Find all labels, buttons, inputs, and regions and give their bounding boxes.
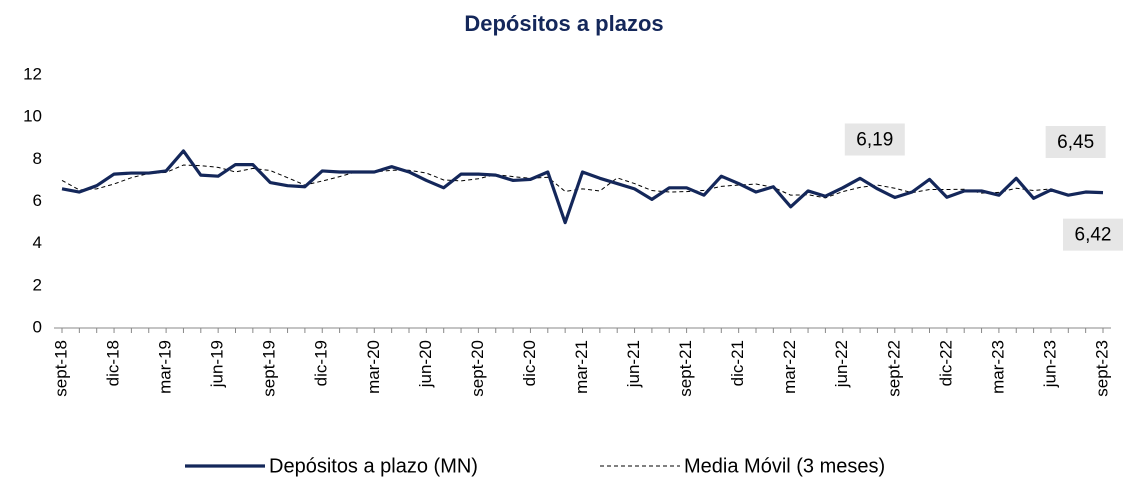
- x-tick-label: mar-20: [364, 340, 383, 394]
- value-label: 6,45: [1057, 132, 1094, 153]
- y-tick-label: 12: [23, 64, 42, 83]
- legend-label: Media Móvil (3 meses): [684, 455, 885, 477]
- y-tick-label: 8: [33, 149, 42, 168]
- x-tick-label: jun-21: [624, 340, 643, 388]
- series-line: [61, 164, 1104, 199]
- x-tick-label: sept-21: [676, 340, 695, 397]
- x-tick-label: jun-20: [416, 340, 435, 388]
- y-tick-label: 10: [23, 107, 42, 126]
- x-tick-label: jun-22: [832, 340, 851, 388]
- value-label-box: [844, 123, 905, 156]
- x-tick-label: dic-18: [104, 340, 123, 386]
- x-tick-label: dic-20: [520, 340, 539, 386]
- value-label: 6,19: [856, 130, 893, 151]
- x-tick-label: dic-22: [936, 340, 955, 386]
- x-tick-label: mar-23: [988, 340, 1007, 394]
- legend-label: Depósitos a plazo (MN): [269, 455, 478, 477]
- value-label-box: [1045, 126, 1106, 159]
- x-tick-label: jun-19: [208, 340, 227, 388]
- x-tick-label: sept-23: [1092, 340, 1111, 397]
- x-tick-label: dic-21: [728, 340, 747, 386]
- y-tick-label: 0: [33, 317, 42, 336]
- x-tick-label: mar-22: [780, 340, 799, 394]
- x-tick-label: sept-19: [260, 340, 279, 397]
- y-tick-label: 4: [33, 233, 42, 252]
- value-label-box: [1063, 218, 1123, 251]
- y-tick-label: 6: [33, 191, 42, 210]
- value-label: 6,42: [1075, 225, 1112, 246]
- x-tick-label: sept-22: [884, 340, 903, 397]
- x-tick-label: sept-18: [51, 340, 70, 397]
- x-tick-label: mar-21: [572, 340, 591, 394]
- x-tick-label: mar-19: [156, 340, 175, 394]
- x-tick-label: sept-20: [468, 340, 487, 397]
- x-tick-label: jun-23: [1040, 340, 1059, 388]
- x-tick-label: dic-19: [312, 340, 331, 386]
- series-line: [61, 149, 1104, 225]
- chart-title: Depósitos a plazos: [464, 11, 663, 36]
- y-tick-label: 2: [33, 275, 42, 294]
